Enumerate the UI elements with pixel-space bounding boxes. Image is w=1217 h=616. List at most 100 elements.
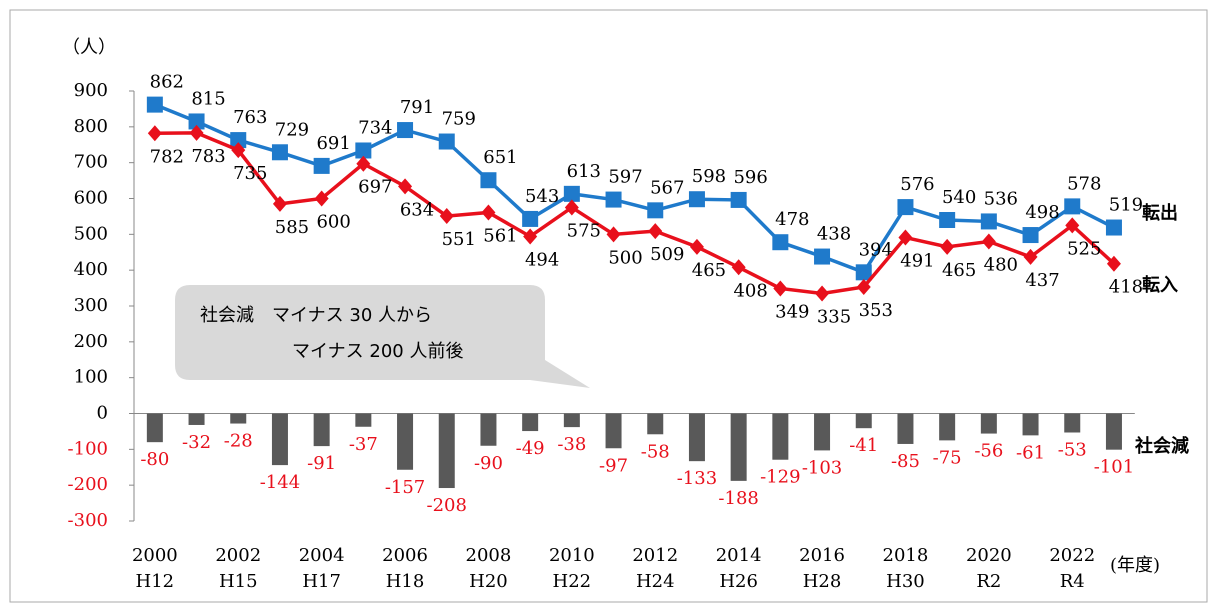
marker [271, 144, 288, 161]
data-label: 578 [1067, 173, 1101, 194]
marker [397, 122, 414, 139]
y-unit: （人） [62, 37, 116, 58]
bar [730, 413, 747, 481]
data-label: 782 [150, 146, 184, 167]
marker [1106, 255, 1121, 272]
data-label: -38 [557, 434, 586, 455]
marker [188, 113, 205, 130]
data-label: 335 [817, 306, 851, 327]
line [154, 131, 1116, 296]
bar [772, 413, 789, 460]
marker [898, 229, 913, 246]
marker [814, 248, 831, 265]
marker [356, 155, 371, 172]
x-tick-label: 2004 [299, 545, 345, 566]
data-label: 509 [650, 244, 684, 265]
marker [605, 191, 622, 208]
data-label: 394 [859, 239, 893, 260]
marker [230, 132, 247, 149]
data-label: 408 [733, 280, 767, 301]
x-tick-label: H17 [302, 571, 341, 592]
bar [313, 413, 330, 447]
bar [563, 413, 580, 428]
bar [188, 413, 205, 425]
marker [355, 142, 372, 159]
data-label: 735 [233, 163, 267, 184]
bar [522, 413, 539, 432]
data-label: -97 [599, 455, 628, 476]
x-tick-label: 2000 [132, 545, 178, 566]
data-label: 691 [316, 133, 350, 154]
data-label: 585 [275, 217, 309, 238]
data-label: 600 [316, 212, 350, 233]
x-tick-label: 2010 [549, 545, 595, 566]
y-tick-label: 200 [74, 331, 108, 352]
marker [856, 279, 871, 296]
marker [731, 259, 746, 276]
data-label: 561 [483, 225, 517, 246]
bar [438, 413, 455, 489]
data-label: -75 [933, 447, 962, 468]
x-tick-label: H26 [719, 571, 758, 592]
x-tick-label: 2008 [466, 545, 512, 566]
data-label: 437 [1025, 270, 1059, 291]
data-label: 519 [1109, 195, 1143, 216]
data-label: 576 [900, 174, 934, 195]
marker [523, 228, 538, 245]
x-tick-label: 2002 [215, 545, 261, 566]
marker [940, 238, 955, 255]
data-label: 498 [1025, 202, 1059, 223]
x-tick-label: 2014 [716, 545, 762, 566]
annotation: 社会減 マイナス 30 人から [200, 305, 432, 326]
y-tick-label: 400 [74, 259, 108, 280]
data-label: 734 [358, 117, 392, 138]
bar [939, 413, 956, 441]
marker [939, 212, 956, 228]
marker [772, 234, 789, 251]
data-label: -56 [974, 441, 1003, 462]
x-tick-label: 2006 [382, 545, 428, 566]
data-label: -101 [1094, 457, 1134, 478]
bar [855, 413, 872, 429]
data-label: 815 [191, 88, 225, 109]
data-label: -85 [891, 451, 920, 472]
x-tick-label: H12 [136, 571, 175, 592]
data-label: 596 [733, 167, 767, 188]
legend-label: 転出 [1142, 202, 1178, 224]
bar [271, 413, 288, 466]
y-tick-label: -300 [68, 510, 108, 531]
y-tick-label: 300 [74, 295, 108, 316]
bar [1105, 413, 1122, 450]
x-tick-label: H15 [219, 571, 258, 592]
data-label: 791 [400, 97, 434, 118]
marker [480, 172, 497, 189]
marker [647, 202, 664, 219]
marker [606, 226, 621, 243]
marker [897, 199, 914, 216]
y-tick-label: 500 [74, 223, 108, 244]
marker [773, 280, 788, 297]
legend-label: 社会減 [1135, 435, 1189, 457]
data-label: 438 [817, 224, 851, 245]
data-label: -41 [849, 435, 878, 456]
data-label: 651 [483, 147, 517, 168]
data-label: 763 [233, 107, 267, 128]
data-label: -103 [802, 457, 842, 478]
bar [814, 413, 831, 451]
marker [981, 233, 996, 250]
bar [397, 413, 414, 470]
data-label: -91 [307, 453, 336, 474]
data-label: -28 [224, 431, 253, 452]
x-tick-label: R2 [976, 571, 1001, 592]
marker [688, 191, 705, 208]
data-label: 465 [942, 260, 976, 281]
data-label: -61 [1016, 442, 1045, 463]
callout [175, 285, 590, 388]
x-tick-label: H30 [886, 571, 925, 592]
marker [146, 96, 163, 113]
y-tick-label: -200 [68, 474, 108, 495]
x-tick-label: H24 [636, 571, 675, 592]
data-label: 491 [900, 251, 934, 272]
data-label: 353 [859, 300, 893, 321]
x-tick-label: 2018 [883, 545, 929, 566]
